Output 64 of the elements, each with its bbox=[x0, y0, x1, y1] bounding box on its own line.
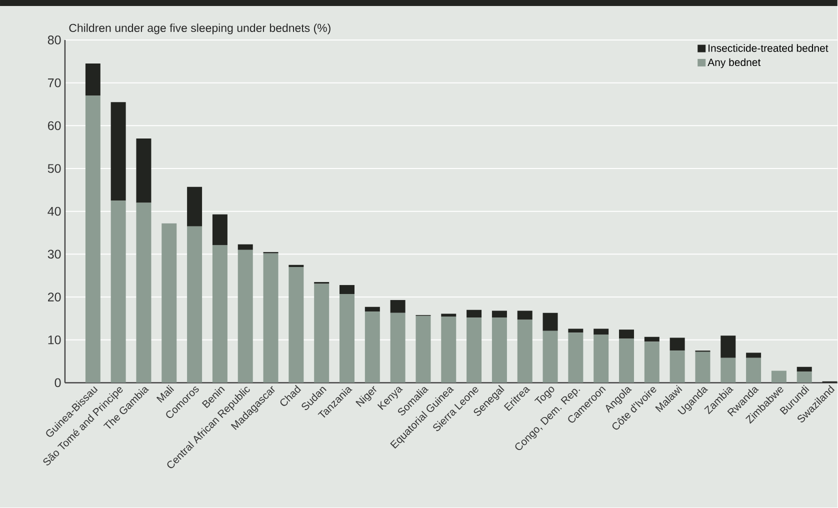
legend-label: Any bednet bbox=[708, 58, 761, 68]
y-tick-label: 60 bbox=[48, 121, 61, 130]
bar bbox=[441, 314, 456, 317]
bar bbox=[796, 372, 812, 383]
bar bbox=[517, 310, 532, 320]
bar bbox=[212, 214, 228, 246]
bar bbox=[187, 187, 202, 227]
bar bbox=[746, 358, 762, 383]
bar bbox=[670, 338, 685, 351]
bar bbox=[466, 310, 482, 318]
bar bbox=[364, 307, 380, 312]
bar bbox=[263, 254, 278, 383]
bar bbox=[644, 337, 660, 342]
bar bbox=[364, 312, 380, 383]
bar bbox=[238, 250, 253, 383]
bar bbox=[542, 331, 558, 383]
y-tick-label: 50 bbox=[48, 164, 61, 174]
bar bbox=[568, 332, 584, 383]
x-tick-label: Togo bbox=[534, 386, 554, 404]
bar bbox=[517, 320, 532, 383]
bar bbox=[720, 358, 736, 383]
bar bbox=[416, 316, 431, 383]
bar bbox=[110, 102, 126, 201]
bar bbox=[441, 316, 456, 383]
bar bbox=[85, 96, 100, 383]
bar bbox=[238, 244, 253, 250]
bar bbox=[136, 202, 152, 383]
bar bbox=[466, 318, 482, 383]
bar bbox=[492, 318, 507, 383]
bar bbox=[340, 285, 354, 294]
bar bbox=[670, 350, 685, 383]
bar bbox=[720, 336, 736, 358]
bar bbox=[136, 138, 152, 203]
y-tick-label: 0 bbox=[54, 378, 61, 388]
bar bbox=[568, 328, 584, 333]
y-tick-label: 70 bbox=[48, 78, 61, 88]
bar bbox=[796, 367, 812, 372]
bar bbox=[695, 352, 710, 383]
bar bbox=[340, 294, 354, 383]
bar bbox=[162, 224, 177, 383]
y-tick-label: 30 bbox=[48, 250, 61, 259]
bar bbox=[212, 245, 228, 383]
bar bbox=[288, 267, 304, 383]
legend-label: Insecticide-treated bednet bbox=[708, 44, 828, 52]
y-tick-label: 10 bbox=[48, 336, 61, 344]
y-axis-title: Children under age five sleeping under bednets (%) bbox=[69, 24, 330, 34]
bar bbox=[314, 284, 330, 383]
bar bbox=[594, 334, 609, 383]
y-tick-label: 20 bbox=[48, 292, 61, 302]
bar bbox=[85, 64, 100, 96]
bar bbox=[771, 370, 786, 383]
bar bbox=[492, 310, 507, 318]
bar bbox=[619, 330, 634, 339]
bar bbox=[644, 342, 660, 383]
bar bbox=[390, 300, 406, 314]
y-tick-label: 40 bbox=[48, 207, 61, 216]
bar bbox=[542, 313, 558, 332]
bar bbox=[619, 338, 634, 383]
bar bbox=[110, 200, 126, 383]
bar bbox=[594, 328, 609, 335]
y-tick-label: 80 bbox=[48, 36, 61, 45]
bar bbox=[390, 313, 406, 383]
bar bbox=[187, 226, 202, 383]
bar bbox=[746, 352, 762, 358]
